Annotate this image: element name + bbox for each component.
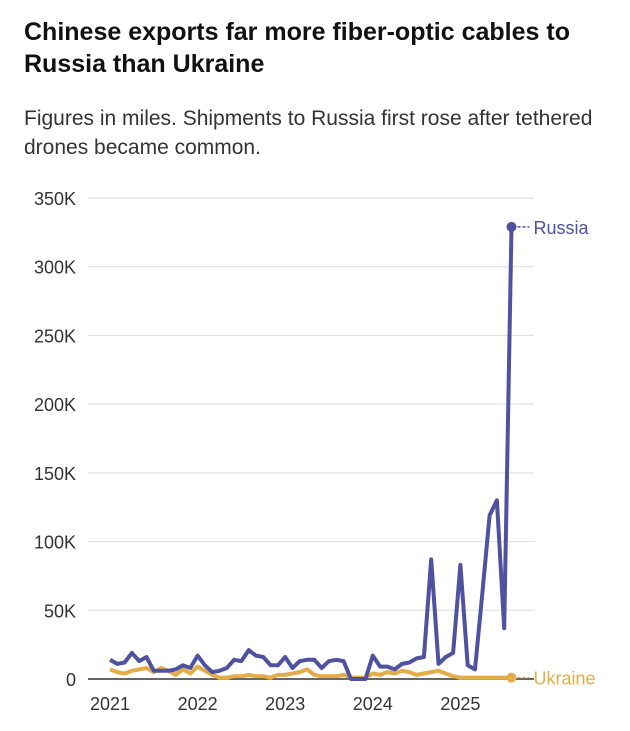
series-label-russia: Russia xyxy=(534,218,590,238)
y-tick-label: 300K xyxy=(34,258,76,278)
y-tick-label: 50K xyxy=(44,601,76,621)
y-tick-label: 0 xyxy=(66,670,76,690)
y-tick-label: 150K xyxy=(34,464,76,484)
x-tick-label: 2021 xyxy=(90,694,130,714)
series-line-russia xyxy=(109,226,514,681)
end-point-ukraine xyxy=(506,672,517,683)
chart-subtitle: Figures in miles. Shipments to Russia fi… xyxy=(24,107,593,159)
x-tick-label: 2023 xyxy=(265,694,305,714)
chart-title: Chinese exports far more fiber-optic cab… xyxy=(24,18,570,78)
y-tick-label: 250K xyxy=(34,326,76,346)
y-tick-label: 100K xyxy=(34,533,76,553)
y-tick-label: 200K xyxy=(34,395,76,415)
x-tick-label: 2024 xyxy=(353,694,393,714)
x-tick-label: 2025 xyxy=(440,694,480,714)
series-label-ukraine: Ukraine xyxy=(534,669,596,689)
end-point-russia xyxy=(506,221,517,232)
series-line-ukraine xyxy=(109,664,512,680)
y-tick-label: 350K xyxy=(34,189,76,209)
x-tick-label: 2022 xyxy=(178,694,218,714)
